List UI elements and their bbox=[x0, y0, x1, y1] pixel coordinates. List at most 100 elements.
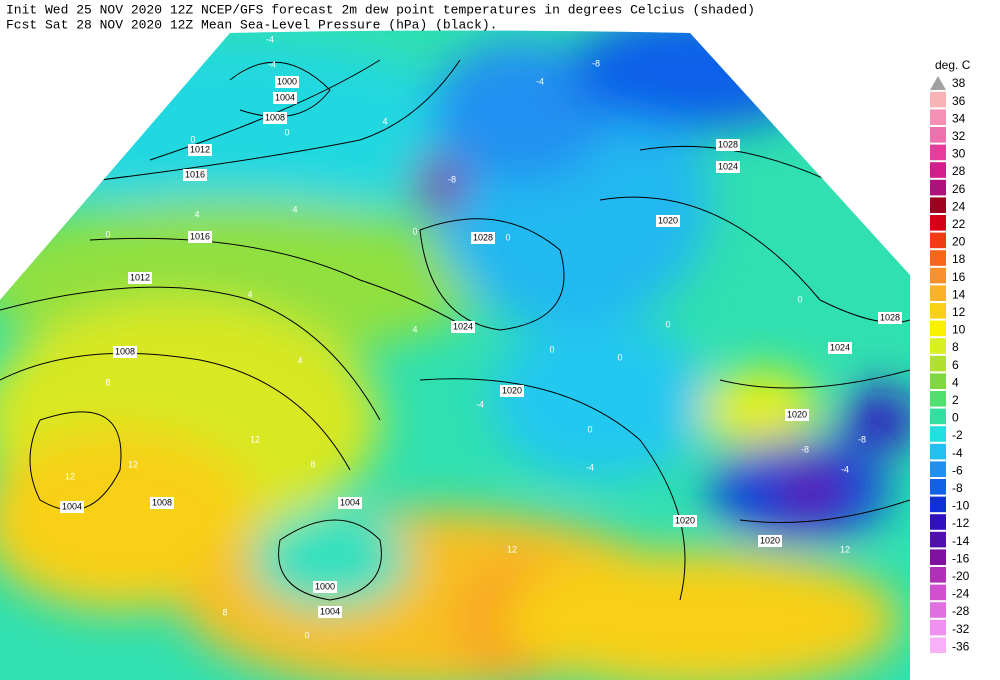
isobar-label: 1024 bbox=[453, 321, 473, 331]
contour-label: 0 bbox=[304, 630, 309, 640]
isobar-label: 1008 bbox=[265, 112, 285, 122]
contour-label: 12 bbox=[128, 459, 138, 469]
isobar-label-bg bbox=[113, 346, 137, 358]
legend-swatch bbox=[930, 373, 946, 389]
isobar-label-bg bbox=[828, 342, 852, 354]
isobar-label-bg bbox=[188, 231, 212, 243]
isobar-label: 1004 bbox=[275, 92, 295, 102]
legend-label: -2 bbox=[952, 428, 963, 442]
legend-label: -4 bbox=[952, 446, 963, 460]
contour-label: 8 bbox=[310, 459, 315, 469]
isobar-label: 1012 bbox=[130, 272, 150, 282]
legend-label: 38 bbox=[952, 76, 966, 90]
legend-swatch bbox=[930, 602, 946, 618]
isobar-label: 1008 bbox=[152, 497, 172, 507]
isobar-label-bg bbox=[656, 215, 680, 227]
isobar-label-bg bbox=[275, 76, 299, 88]
legend-swatch bbox=[930, 232, 946, 249]
contour-label: -8 bbox=[592, 58, 600, 68]
contour-label: 4 bbox=[247, 289, 252, 299]
legend-label: -24 bbox=[952, 587, 970, 601]
legend-swatch bbox=[930, 637, 946, 653]
legend-swatch bbox=[930, 567, 946, 583]
legend-label: -12 bbox=[952, 516, 970, 530]
legend-swatch bbox=[930, 443, 946, 460]
contour-label: 0 bbox=[665, 319, 670, 329]
isobar-label: 1008 bbox=[115, 346, 135, 356]
contour-label: 4 bbox=[292, 204, 297, 214]
contour-label: -8 bbox=[801, 444, 809, 454]
legend-label: -28 bbox=[952, 604, 970, 618]
legend-label: 28 bbox=[952, 164, 966, 178]
contour-label: 12 bbox=[840, 544, 850, 554]
legend-swatch bbox=[930, 514, 946, 530]
isobar-label-bg bbox=[263, 112, 287, 124]
contour-label: -8 bbox=[448, 174, 456, 184]
legend-swatch bbox=[930, 285, 946, 301]
legend-swatch bbox=[930, 479, 946, 495]
contour-label: -8 bbox=[858, 434, 866, 444]
legend-swatch bbox=[930, 408, 946, 425]
isobar-label: 1000 bbox=[315, 581, 335, 591]
isobar-label: 1028 bbox=[473, 232, 493, 242]
isobar-label: 1024 bbox=[830, 342, 850, 352]
legend-label: -16 bbox=[952, 551, 970, 565]
isobar-label-bg bbox=[273, 92, 297, 104]
legend-swatch bbox=[930, 426, 946, 442]
isobar-label-bg bbox=[673, 515, 697, 527]
isobar-label-bg bbox=[188, 144, 212, 156]
isobar-label-bg bbox=[758, 535, 782, 547]
isobar-label-bg bbox=[338, 497, 362, 509]
isobar-label-bg bbox=[128, 272, 152, 284]
legend-swatch bbox=[930, 127, 946, 143]
isobar-label-bg bbox=[716, 139, 740, 151]
legend-swatch bbox=[930, 531, 946, 548]
legend-swatch bbox=[930, 338, 946, 354]
isobar-label-bg bbox=[183, 169, 207, 181]
contour-label: 12 bbox=[507, 544, 517, 554]
contour-label: 0 bbox=[284, 127, 289, 137]
contour-label: 0 bbox=[549, 344, 554, 354]
isobar-label: 1028 bbox=[718, 139, 738, 149]
isobar-label-bg bbox=[313, 581, 337, 593]
contour-label: -4 bbox=[536, 76, 544, 86]
legend-swatch bbox=[930, 461, 946, 477]
legend-label: 10 bbox=[952, 323, 966, 337]
isobar-label-bg bbox=[471, 232, 495, 244]
legend-label: 32 bbox=[952, 129, 966, 143]
contour-label: -4 bbox=[476, 399, 484, 409]
isobar-label: 1020 bbox=[787, 409, 807, 419]
contour-label: 0 bbox=[797, 294, 802, 304]
legend-swatch bbox=[930, 162, 946, 178]
legend-label: 26 bbox=[952, 182, 966, 196]
contour-label: 8 bbox=[222, 607, 227, 617]
isobar-label-bg bbox=[716, 161, 740, 173]
legend-label: 2 bbox=[952, 393, 959, 407]
legend-swatch bbox=[930, 109, 946, 125]
isobar-label: 1016 bbox=[190, 231, 210, 241]
legend-label: 8 bbox=[952, 340, 959, 354]
isobar-label: 1004 bbox=[62, 501, 82, 511]
legend-swatch bbox=[930, 303, 946, 319]
contour-label: -4 bbox=[841, 464, 849, 474]
isobar-label-bg bbox=[500, 385, 524, 397]
legend-swatch bbox=[930, 496, 946, 513]
legend-label: 24 bbox=[952, 199, 966, 213]
legend-label: -32 bbox=[952, 622, 970, 636]
isobar-label-bg bbox=[451, 321, 475, 333]
legend-label: 12 bbox=[952, 305, 966, 319]
contour-label: 12 bbox=[65, 471, 75, 481]
legend-swatch bbox=[930, 320, 946, 337]
legend-label: -20 bbox=[952, 569, 970, 583]
contour-label: 0 bbox=[617, 352, 622, 362]
contour-label: 4 bbox=[382, 116, 387, 126]
legend-swatch bbox=[930, 215, 946, 231]
legend-label: 20 bbox=[952, 235, 966, 249]
legend-swatch bbox=[930, 355, 946, 372]
legend-swatch bbox=[930, 197, 946, 213]
isobar-label-bg bbox=[318, 606, 342, 618]
isobar-label-bg bbox=[150, 497, 174, 509]
